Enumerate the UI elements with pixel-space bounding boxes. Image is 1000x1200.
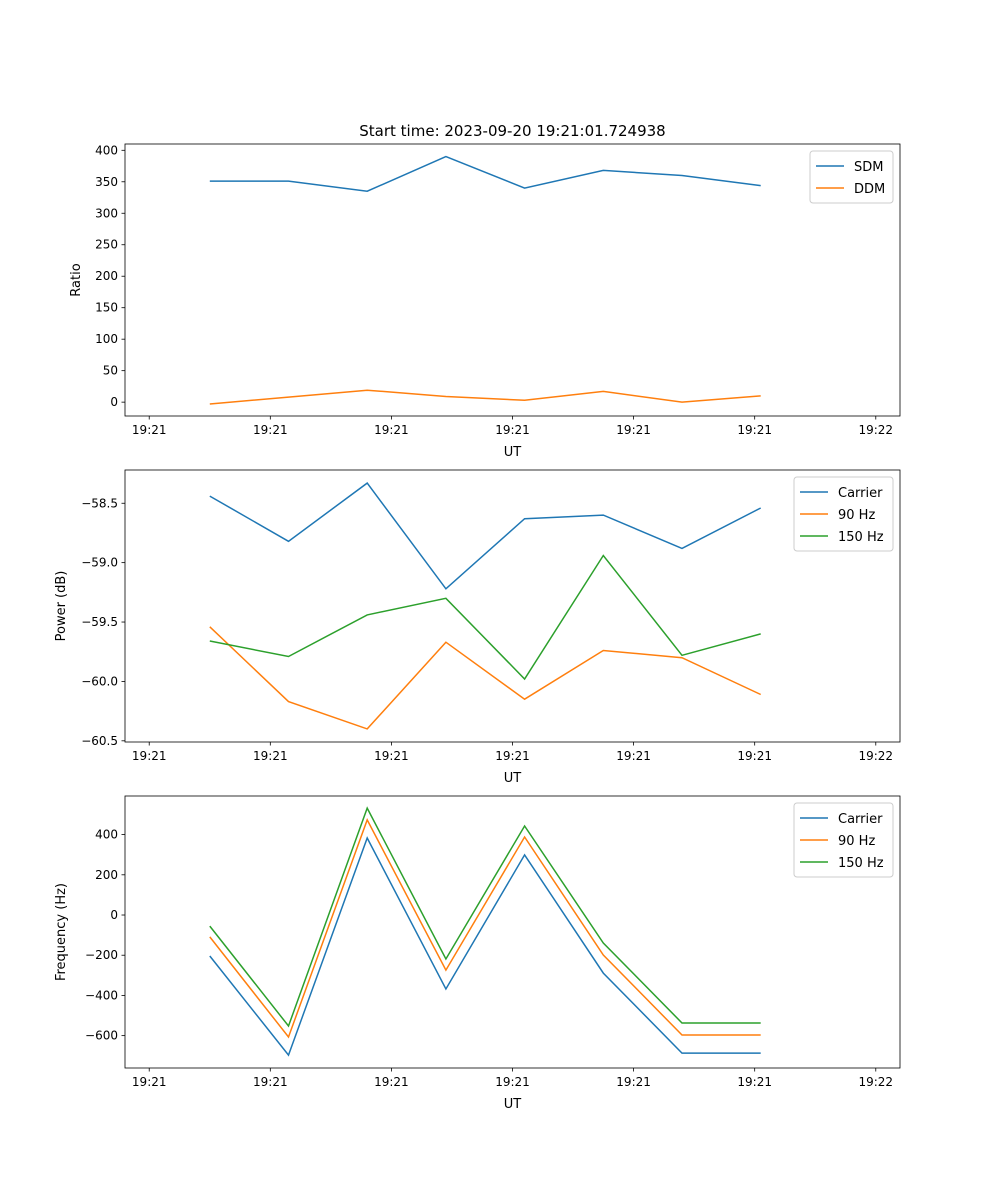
x-axis-label: UT (504, 771, 522, 786)
legend-box (793, 476, 894, 552)
x-tick-label: 19:21 (132, 749, 167, 763)
y-tick-label: 200 (95, 868, 118, 882)
legend-label: Carrier (838, 812, 883, 827)
x-tick-label: 19:21 (253, 1075, 288, 1089)
x-tick-label: 19:22 (858, 423, 893, 437)
x-tick-label: 19:21 (374, 1075, 409, 1089)
subplot-3: 19:21 19:21 19:21 19:21 19:21 19:21 19:22 400 20… (54, 795, 901, 1112)
x-tick-label: 19:21 (616, 1075, 651, 1089)
y-tick-label: −400 (85, 988, 118, 1002)
y-tick-label: 400 (95, 143, 118, 157)
axes-frame (124, 143, 901, 417)
y-tick-label: 100 (95, 332, 118, 346)
x-tick-label: 19:21 (737, 749, 772, 763)
x-tick-label: 19:21 (737, 1075, 772, 1089)
chart-title: Start time: 2023-09-20 19:21:01.724938 (359, 122, 665, 140)
legend-box (809, 150, 894, 204)
legend-label: 150 Hz (838, 530, 884, 545)
series-line-150-hz (209, 554, 761, 681)
legend-label: SDM (854, 160, 883, 175)
legend-label: Carrier (838, 486, 883, 501)
x-tick-label: 19:21 (495, 749, 530, 763)
legend-box (793, 802, 894, 878)
x-tick-label: 19:21 (132, 423, 167, 437)
y-tick-label: −60.0 (81, 674, 118, 688)
legend: Carrier 90 Hz 150 Hz (793, 476, 894, 552)
series-line-90-hz (209, 818, 761, 1039)
y-tick-label: 300 (95, 206, 118, 220)
axes-frame (124, 469, 901, 743)
y-axis-label: Power (dB) (54, 571, 69, 642)
series-line-carrier (209, 836, 761, 1057)
x-tick-label: 19:21 (132, 1075, 167, 1089)
x-tick-label: 19:21 (737, 423, 772, 437)
y-tick-label: 0 (110, 395, 118, 409)
y-tick-label: −200 (85, 948, 118, 962)
x-tick-label: 19:21 (253, 749, 288, 763)
series-line-sdm (209, 155, 761, 192)
y-tick-label: −59.0 (81, 556, 118, 570)
y-tick-label: 50 (103, 364, 118, 378)
x-tick-label: 19:21 (374, 749, 409, 763)
legend: SDM DDM (809, 150, 894, 204)
y-axis-label: Ratio (69, 263, 84, 296)
series-line-ddm (209, 389, 761, 405)
x-tick-label: 19:21 (616, 423, 651, 437)
y-tick-label: 400 (95, 828, 118, 842)
legend-label: 150 Hz (838, 856, 884, 871)
y-tick-label: 250 (95, 238, 118, 252)
x-tick-label: 19:21 (495, 1075, 530, 1089)
legend-label: 90 Hz (838, 508, 875, 523)
y-tick-label: 150 (95, 301, 118, 315)
y-tick-label: −59.5 (81, 615, 118, 629)
series-line-150-hz (209, 806, 761, 1028)
axes-frame (124, 795, 901, 1069)
subplot-2: 19:21 19:21 19:21 19:21 19:21 19:21 19:22 −58.5… (54, 469, 901, 786)
x-tick-label: 19:21 (616, 749, 651, 763)
x-tick-label: 19:22 (858, 749, 893, 763)
x-axis-label: UT (504, 1097, 522, 1112)
y-tick-label: 0 (110, 908, 118, 922)
x-axis-label: UT (504, 445, 522, 460)
x-tick-label: 19:21 (374, 423, 409, 437)
legend-label: DDM (854, 182, 885, 197)
legend-label: 90 Hz (838, 834, 875, 849)
x-tick-label: 19:21 (253, 423, 288, 437)
x-tick-label: 19:21 (495, 423, 530, 437)
y-tick-label: −600 (85, 1029, 118, 1043)
series-line-90-hz (209, 626, 762, 730)
x-tick-label: 19:22 (858, 1075, 893, 1089)
series-line-carrier (209, 482, 762, 590)
y-tick-label: −58.5 (81, 496, 118, 510)
subplot-1: 19:21 19:21 19:21 19:21 19:21 19:21 19:22 0 50 10… (69, 122, 901, 460)
y-tick-label: −60.5 (81, 734, 118, 748)
y-tick-label: 200 (95, 269, 118, 283)
y-axis-label: Frequency (Hz) (54, 883, 69, 981)
y-tick-label: 350 (95, 175, 118, 189)
legend: Carrier 90 Hz 150 Hz (793, 802, 894, 878)
